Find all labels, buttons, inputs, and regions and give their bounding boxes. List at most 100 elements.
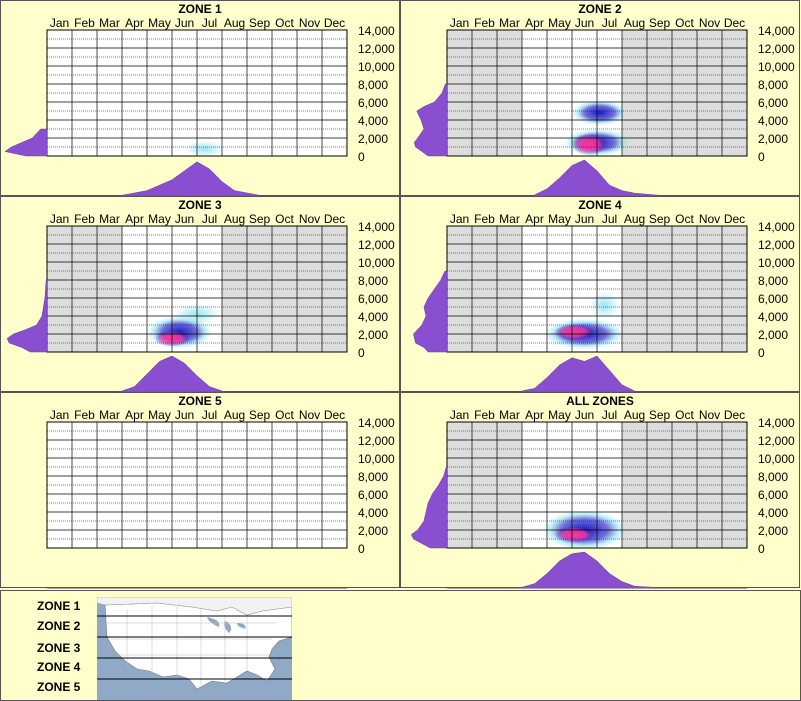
panel-title: ZONE 3 [178,198,222,212]
month-label: Jan [450,408,469,422]
elevation-tick-label: 2,000 [358,524,388,538]
zone-legend: ZONE 1 ZONE 2 ZONE 3 ZONE 4 ZONE 5 [0,590,801,701]
elevation-tick-label: 14,000 [758,220,795,234]
elevation-tick-label: 4,000 [758,310,788,324]
panel-1: ZONE 1 Jan Feb Mar Apr May Jun Jul Aug Sep Oct Nov D… [0,0,400,197]
month-column [522,30,547,156]
elevation-tick-label: 8,000 [758,78,788,92]
month-label: Sep [649,16,671,30]
month-column [72,422,97,548]
month-label: Jul [602,16,617,30]
zone-3-label: ZONE 3 [37,641,81,655]
elevation-tick-label: 12,000 [758,238,795,252]
elevation-tick-label: 12,000 [358,238,395,252]
elevation-tick-label: 0 [358,346,365,360]
month-label: Nov [699,16,720,30]
month-column [722,422,747,548]
month-label: Aug [224,212,245,226]
month-label: Jun [175,408,194,422]
month-label: Mar [499,408,520,422]
elevation-tick-label: 6,000 [758,292,788,306]
elevation-tick-label: 8,000 [758,274,788,288]
elevation-tick-label: 14,000 [358,416,395,430]
month-label: May [148,212,171,226]
month-label: Feb [474,408,495,422]
month-label: Apr [525,408,544,422]
elevation-tick-label: 6,000 [358,96,388,110]
month-label: May [148,408,171,422]
month-label: Aug [624,212,645,226]
month-label: Sep [249,16,271,30]
panel-chart: Jan Feb Mar Apr May Jun Jul Aug Sep Oct Nov Dec 14,0… [410,408,795,589]
month-label: Aug [624,408,645,422]
month-column [272,30,297,156]
elevation-tick-label: 4,000 [758,506,788,520]
elevation-tick-label: 4,000 [358,310,388,324]
panel-5: ZONE 5 Jan Feb Mar Apr May Jun Jul Aug Sep Oct Nov D… [0,392,400,589]
month-label: Jul [202,408,217,422]
month-label: Jan [450,212,469,226]
panel-2: ZONE 2 Jan Feb Mar Apr May Jun Jul Aug Sep Oct Nov D… [400,0,800,197]
month-label: Dec [324,408,345,422]
month-column [622,30,647,156]
month-label: Apr [125,212,144,226]
elevation-tick-label: 10,000 [358,452,395,466]
elevation-density-curve [413,270,448,353]
month-column [222,30,247,156]
elevation-tick-label: 4,000 [358,506,388,520]
month-column [722,226,747,352]
month-label: Jul [602,212,617,226]
month-column [172,30,197,156]
month-label: Feb [74,212,95,226]
month-label: Nov [299,16,320,30]
elevation-tick-label: 2,000 [758,132,788,146]
elevation-tick-label: 0 [358,542,365,556]
month-label: Oct [675,212,694,226]
month-column [722,30,747,156]
elevation-tick-label: 8,000 [358,78,388,92]
elevation-tick-label: 8,000 [758,470,788,484]
month-label: Feb [74,16,95,30]
elevation-density-curve [413,83,448,157]
elevation-tick-label: 0 [758,150,765,164]
month-column [222,422,247,548]
month-density-curve [534,159,660,197]
month-label: Jun [575,212,594,226]
month-label: Feb [74,408,95,422]
panel-6: ALL ZONES Jan Feb Mar Apr May Jun Jul Aug Sep Oct N… [400,392,800,589]
heat-hotspot [554,526,595,543]
month-label: Mar [99,16,120,30]
panel-title: ALL ZONES [566,394,634,408]
elevation-tick-label: 6,000 [358,488,388,502]
elevation-tick-label: 10,000 [358,60,395,74]
month-label: Oct [675,408,694,422]
heat-hotspot [572,100,627,126]
month-column [472,30,497,156]
zone-5-label: ZONE 5 [37,680,81,694]
month-column [122,30,147,156]
elevation-density-curve [4,128,48,157]
elevation-tick-label: 6,000 [758,96,788,110]
month-label: Apr [525,16,544,30]
month-label: Mar [99,212,120,226]
month-density-curve [521,355,635,393]
month-label: Jun [175,212,194,226]
month-label: Jul [602,408,617,422]
month-column [672,422,697,548]
month-column [272,226,297,352]
month-label: Jul [202,212,217,226]
month-column [322,422,347,548]
month-column [172,422,197,548]
heat-hotspot [554,324,595,341]
month-label: Oct [275,16,294,30]
elevation-tick-label: 6,000 [758,488,788,502]
panel-4: ZONE 4 Jan Feb Mar Apr May Jun Jul Aug Sep Oct Nov D… [400,196,800,393]
elevation-tick-label: 12,000 [358,434,395,448]
month-label: Sep [249,212,271,226]
month-column [672,226,697,352]
month-column [472,422,497,548]
elevation-tick-label: 10,000 [758,60,795,74]
month-label: Sep [649,212,671,226]
elevation-density-curve [410,466,448,549]
